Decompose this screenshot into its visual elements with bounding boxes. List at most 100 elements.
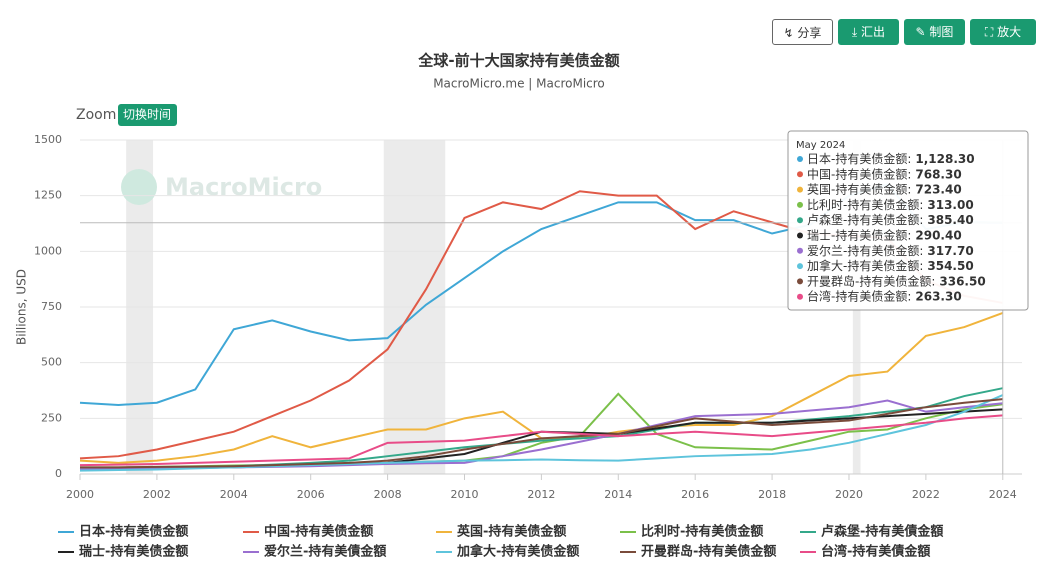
tooltip-item: 开曼群岛-持有美债金额: 336.50 [807,273,986,288]
tooltip-item: 爱尔兰-持有美债金额: 317.70 [807,242,974,257]
x-tick-label: 2008 [374,488,402,501]
share-button[interactable]: ↯ 分享 [772,19,833,45]
x-tick-label: 2018 [758,488,786,501]
y-tick-label: 250 [41,411,62,424]
legend-label: 瑞士-持有美债金额 [79,544,188,560]
zoom-button[interactable]: ⛶ 放大 [970,19,1036,45]
legend-label: 卢森堡-持有美債金額 [821,524,943,540]
series-line [80,392,1003,469]
tooltip-bullet [797,156,803,162]
zoom-label: Zoom [76,107,116,123]
tooltip-value: 313.00 [927,197,973,211]
series-line [79,311,1004,464]
tooltip-bullet [797,201,803,208]
shaded-period [126,140,154,474]
x-tick-label: 2002 [143,488,171,501]
legend-label: 台湾-持有美債金額 [821,544,930,560]
tooltip-label: 卢森堡-持有美债金额: [807,212,923,227]
tooltip-value: 768.30 [915,167,961,181]
tooltip-value: 354.50 [927,259,973,273]
tooltip-value: 385.40 [927,213,973,227]
tooltip-label: 瑞士-持有美债金额: [807,227,911,242]
tooltip-label: 中国-持有美债金额: [807,166,911,181]
tooltip-item: 英国-持有美债金额: 723.40 [807,181,962,196]
series-line [79,414,1003,467]
shaded-period [852,140,861,474]
series-line [79,394,1004,472]
tooltip-item: 卢森堡-持有美债金额: 385.40 [807,212,974,227]
x-tick-label: 2012 [527,488,555,501]
legend-label: 英国-持有美债金额 [456,524,566,540]
series-line [80,398,1003,469]
chart-title: 全球-前十大国家持有美债金额 [417,52,619,70]
tooltip-bullet [797,217,803,224]
tooltip-value: 336.50 [939,274,985,288]
legend-label: 爱尔兰-持有美債金額 [264,544,386,560]
y-tick-label: 1000 [34,244,62,257]
tooltip-label: 爱尔兰-持有美债金额: [807,242,923,257]
tooltip-value: 290.40 [915,228,961,242]
tooltip-bullet [797,263,803,270]
tooltip-value: 723.40 [915,182,961,196]
export-button[interactable]: ⤓ 汇出 [838,19,899,45]
tooltip-title: May 2024 [796,140,845,151]
series-line [79,183,1003,406]
button-label: 制图 [929,25,954,39]
y-tick-label: 750 [41,300,62,313]
x-tick-label: 2014 [604,488,632,501]
x-tick-label: 2020 [835,488,863,501]
legend-label: 日本-持有美债金额 [79,524,188,540]
series-line [79,387,1003,471]
legend-label: 开曼群岛-持有美债金额 [641,544,776,560]
button-label: 汇出 [861,25,886,39]
button-label: 分享 [797,26,822,40]
y-axis-label: Billions, USD [15,269,29,345]
tooltip-label: 开曼群岛-持有美债金额: [807,273,935,288]
tooltip-label: 比利时-持有美债金额: [807,196,923,211]
tooltip-item: 台湾-持有美债金额: 263.30 [807,288,962,303]
tooltip-bullet [797,186,803,193]
y-tick-label: 500 [41,356,62,369]
x-tick-label: 2006 [297,488,325,501]
chart-subtitle: MacroMicro.me | MacroMicro [433,77,605,91]
zoom-button[interactable] [118,104,177,126]
watermark-logo [121,169,157,205]
tooltip-value: 317.70 [927,243,973,257]
tooltip-bullet [797,247,803,254]
y-tick-label: 1500 [34,133,62,146]
tooltip-value: 263.30 [915,289,961,303]
tooltip-label: 台湾-持有美债金额: [807,288,911,303]
legend-label: 比利时-持有美债金额 [641,524,763,540]
tooltip-item: 中国-持有美债金额: 768.30 [807,166,962,181]
x-tick-label: 2004 [220,488,248,501]
tooltip-label: 加拿大-持有美债金额: [807,258,923,273]
y-tick-label: 1250 [34,189,62,202]
series-line [79,399,1003,471]
tooltip-item: 加拿大-持有美债金额: 354.50 [807,258,974,273]
x-tick-label: 2010 [450,488,478,501]
tooltip-label: 日本-持有美债金额: [807,151,911,166]
shaded-period [383,140,446,474]
button-label: 放大 [997,25,1022,39]
tooltip-bullet [797,171,803,178]
zoom-button-label: 切换时间 [123,108,171,122]
tooltip-label: 英国-持有美债金额: [807,181,911,196]
y-tick-label: 0 [55,467,62,480]
x-tick-label: 2016 [681,488,709,501]
x-tick-label: 2000 [66,488,94,501]
tooltip-item: 日本-持有美债金额: 1,128.30 [807,151,975,166]
series-line [79,408,1003,471]
tooltip-bullet [797,278,803,285]
tooltip-item: 瑞士-持有美债金额: 290.40 [807,227,962,242]
tooltip-item: 比利时-持有美债金额: 313.00 [807,196,974,211]
legend-label: 中国-持有美债金额 [264,524,373,540]
draw-button[interactable]: ✎ 制图 [904,19,965,45]
tooltip-bullet [797,293,803,300]
x-tick-label: 2022 [912,488,940,501]
tooltip-bullet [797,232,803,239]
series-line [79,190,1003,460]
tooltip-value: 1,128.30 [915,152,974,166]
